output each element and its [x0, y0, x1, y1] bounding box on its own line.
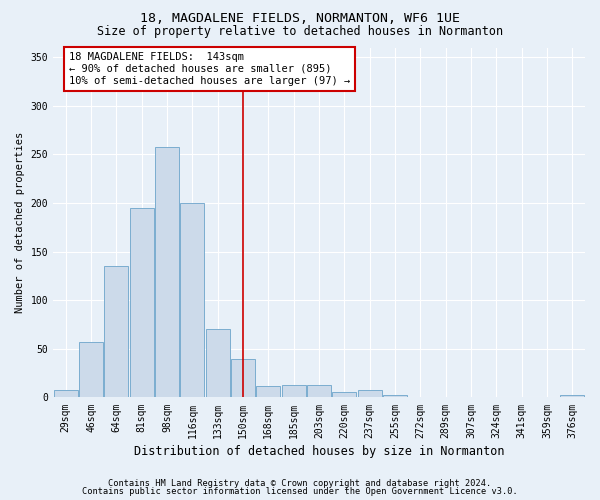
Bar: [53, 390, 78, 398]
Bar: [181, 203, 205, 398]
Bar: [130, 208, 154, 398]
Bar: [281, 385, 306, 398]
Bar: [560, 394, 584, 398]
Y-axis label: Number of detached properties: Number of detached properties: [15, 132, 25, 313]
Bar: [307, 385, 331, 398]
Bar: [383, 394, 407, 398]
Bar: [206, 330, 230, 398]
Text: Contains HM Land Registry data © Crown copyright and database right 2024.: Contains HM Land Registry data © Crown c…: [109, 478, 491, 488]
Bar: [155, 146, 179, 398]
Bar: [104, 266, 128, 398]
Bar: [358, 390, 382, 398]
X-axis label: Distribution of detached houses by size in Normanton: Distribution of detached houses by size …: [134, 444, 504, 458]
Text: Contains public sector information licensed under the Open Government Licence v3: Contains public sector information licen…: [82, 487, 518, 496]
Text: Size of property relative to detached houses in Normanton: Size of property relative to detached ho…: [97, 25, 503, 38]
Bar: [231, 358, 255, 398]
Bar: [256, 386, 280, 398]
Bar: [79, 342, 103, 398]
Bar: [332, 392, 356, 398]
Text: 18 MAGDALENE FIELDS:  143sqm
← 90% of detached houses are smaller (895)
10% of s: 18 MAGDALENE FIELDS: 143sqm ← 90% of det…: [69, 52, 350, 86]
Text: 18, MAGDALENE FIELDS, NORMANTON, WF6 1UE: 18, MAGDALENE FIELDS, NORMANTON, WF6 1UE: [140, 12, 460, 26]
